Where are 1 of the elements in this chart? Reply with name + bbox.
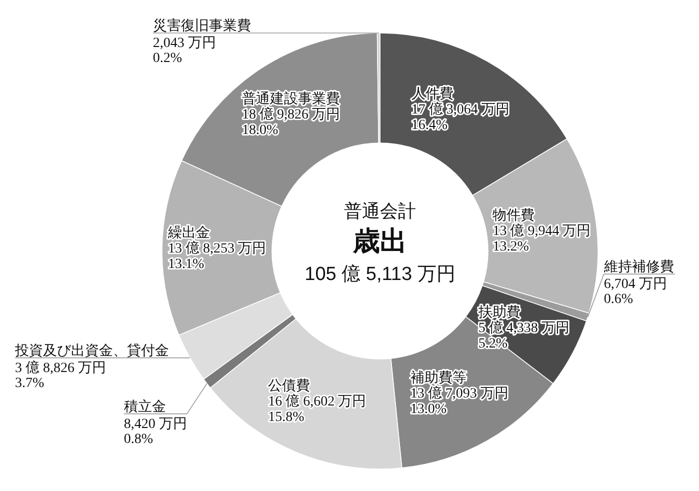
centre: 普通会計 歳出 105 億 5,113 万円: [304, 201, 456, 285]
